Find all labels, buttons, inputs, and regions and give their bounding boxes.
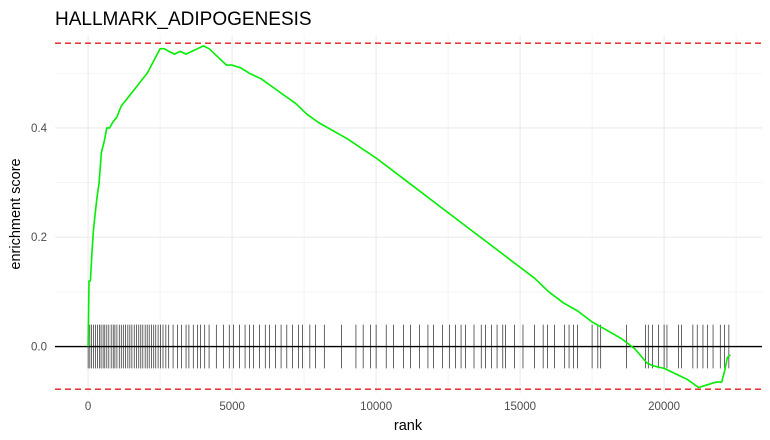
x-tick-label: 15000 — [504, 401, 536, 413]
x-tick-label: 0 — [85, 401, 91, 413]
chart-title: HALLMARK_ADIPOGENESIS — [55, 9, 312, 30]
y-tick-label: 0.0 — [31, 342, 47, 354]
x-tick-label: 10000 — [360, 401, 392, 413]
x-tick-label: 20000 — [648, 401, 680, 413]
plot-panel: 0 5000 10000 15000 20000 0.0 0.2 0.4 — [31, 35, 762, 413]
y-tick-label: 0.4 — [31, 123, 48, 135]
enrichment-score-line — [87, 45, 731, 389]
x-tick-label: 5000 — [219, 401, 245, 413]
y-tick-label: 0.2 — [31, 232, 47, 244]
x-axis-title: rank — [394, 418, 423, 434]
y-axis-title: enrichment score — [8, 158, 24, 269]
